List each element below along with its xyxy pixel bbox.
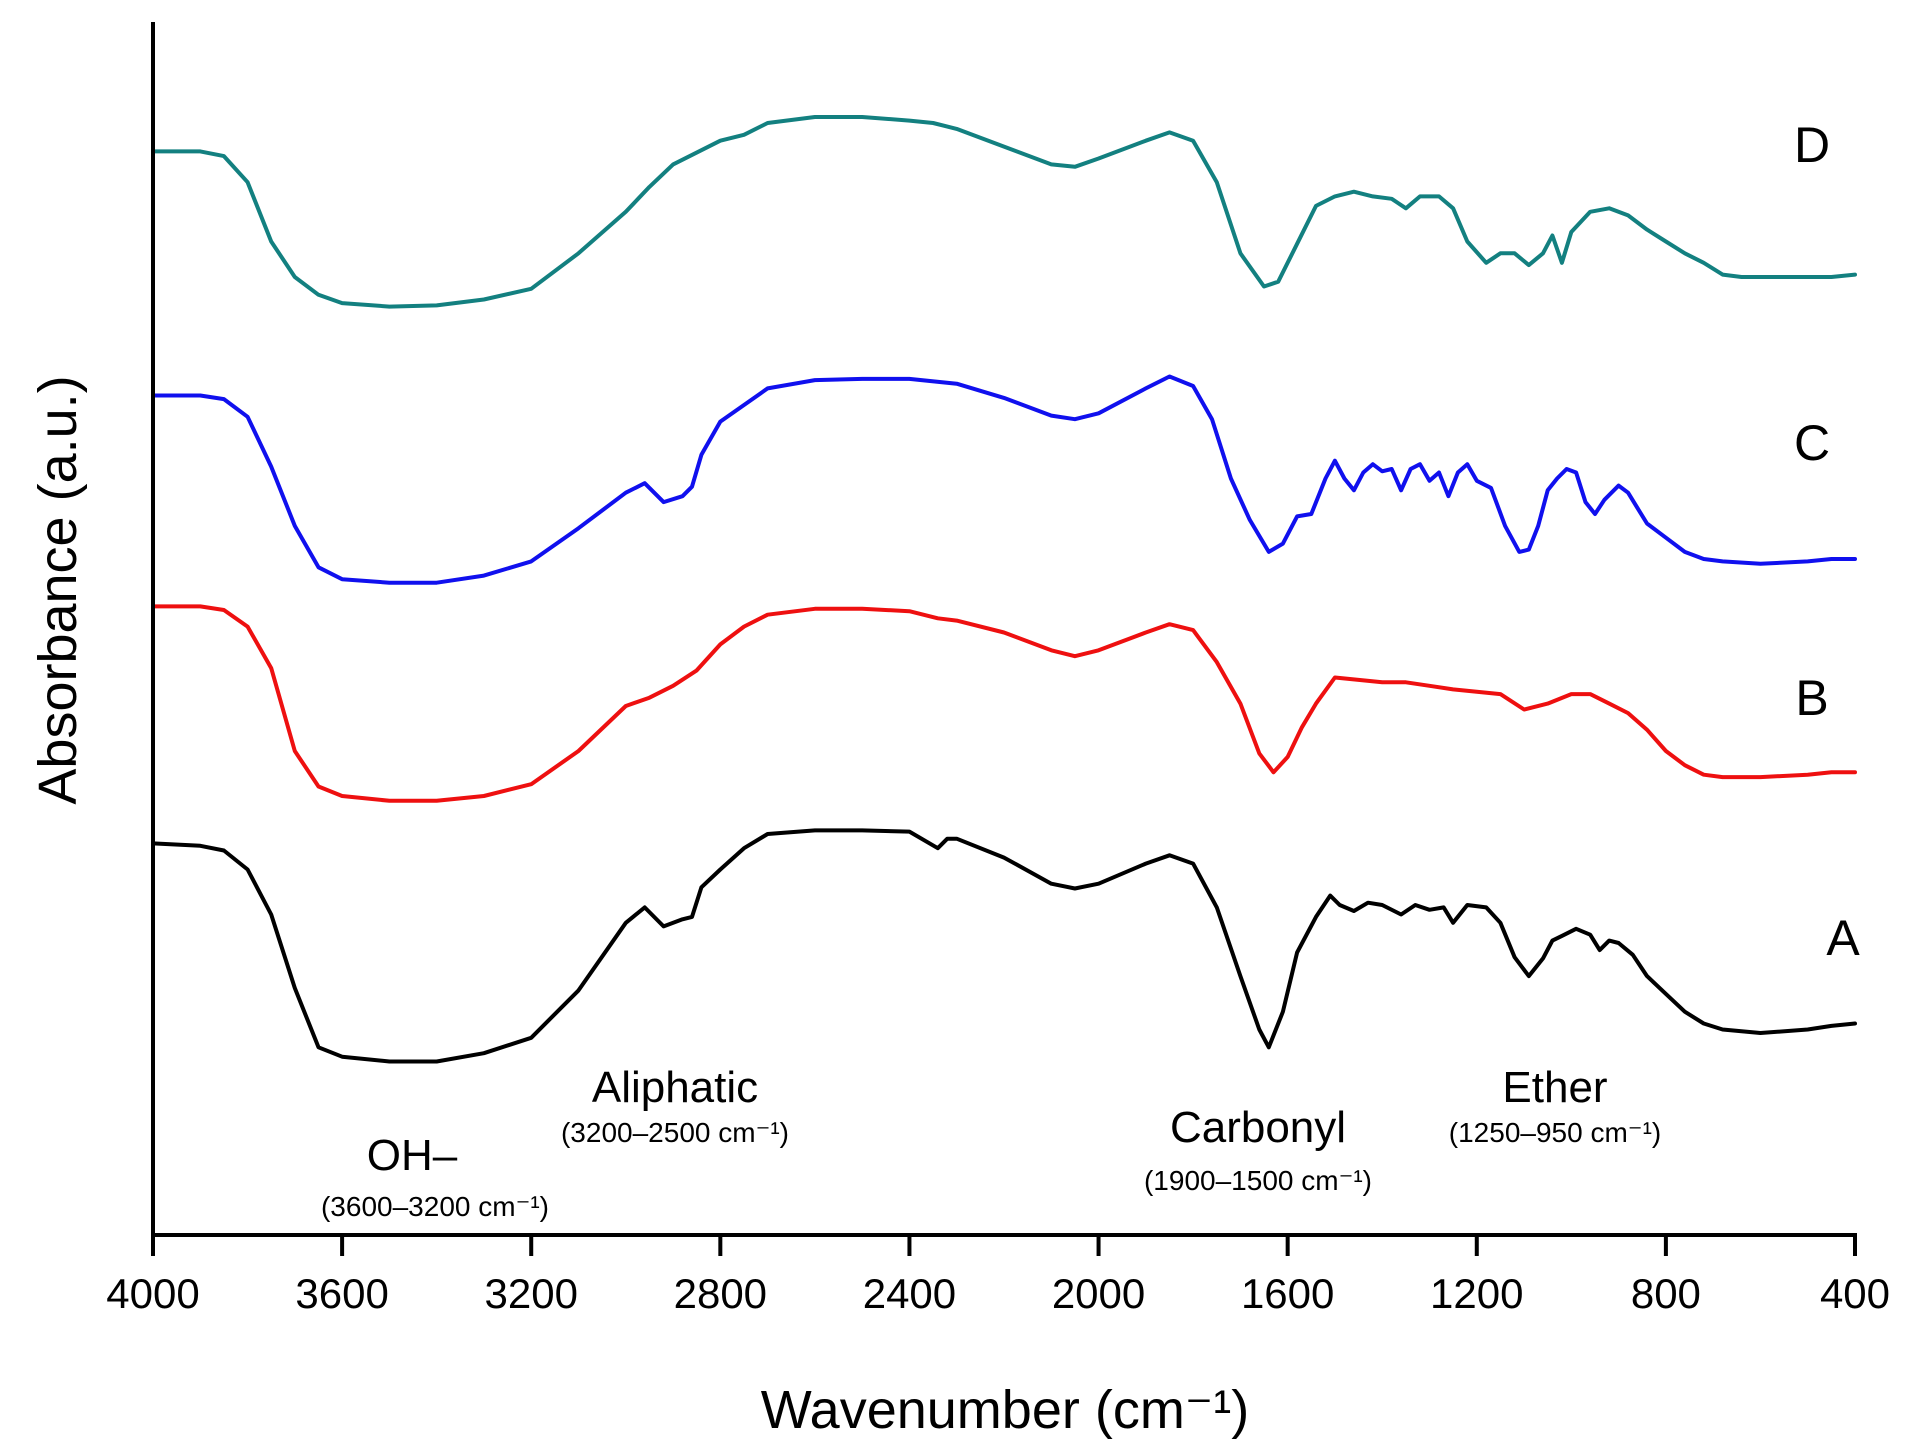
series-line-a (151, 828, 1857, 1064)
series-layer (151, 115, 1857, 1064)
series-label-b: B (1795, 670, 1828, 726)
annotation-aliphatic-range: (3200–2500 cm⁻¹) (561, 1117, 789, 1148)
series-line-d (151, 115, 1857, 309)
y-axis-title: Absorbance (a.u.) (28, 375, 88, 804)
series-line-c (151, 374, 1857, 585)
series-label-d: D (1794, 117, 1830, 173)
x-tick-label-2800: 2800 (674, 1270, 767, 1317)
annotation-aliphatic-name: Aliphatic (592, 1063, 758, 1112)
x-tick-label-3600: 3600 (295, 1270, 388, 1317)
x-tick-label-800: 800 (1631, 1270, 1701, 1317)
annotation-carbonyl-range: (1900–1500 cm⁻¹) (1144, 1165, 1372, 1196)
x-tick-label-3200: 3200 (485, 1270, 578, 1317)
x-tick-label-1600: 1600 (1241, 1270, 1334, 1317)
annotation-ether-name: Ether (1502, 1063, 1607, 1112)
x-tick-label-400: 400 (1820, 1270, 1890, 1317)
series-label-a: A (1826, 910, 1860, 966)
x-tick-label-4000: 4000 (106, 1270, 199, 1317)
x-tick-label-2000: 2000 (1052, 1270, 1145, 1317)
annotation-oh-range: (3600–3200 cm⁻¹) (321, 1191, 549, 1222)
annotation-carbonyl-name: Carbonyl (1170, 1103, 1346, 1152)
x-ticks: 4000 3600 3200 2800 2400 2000 1600 1200 800 400 (106, 1235, 1890, 1317)
x-tick-label-2400: 2400 (863, 1270, 956, 1317)
series-line-b (151, 604, 1857, 803)
x-tick-label-1200: 1200 (1430, 1270, 1523, 1317)
annotation-ether-range: (1250–950 cm⁻¹) (1449, 1117, 1661, 1148)
x-axis-title: Wavenumber (cm⁻¹) (761, 1380, 1250, 1440)
series-label-c: C (1794, 415, 1830, 471)
annotation-oh-name: OH– (367, 1131, 458, 1180)
